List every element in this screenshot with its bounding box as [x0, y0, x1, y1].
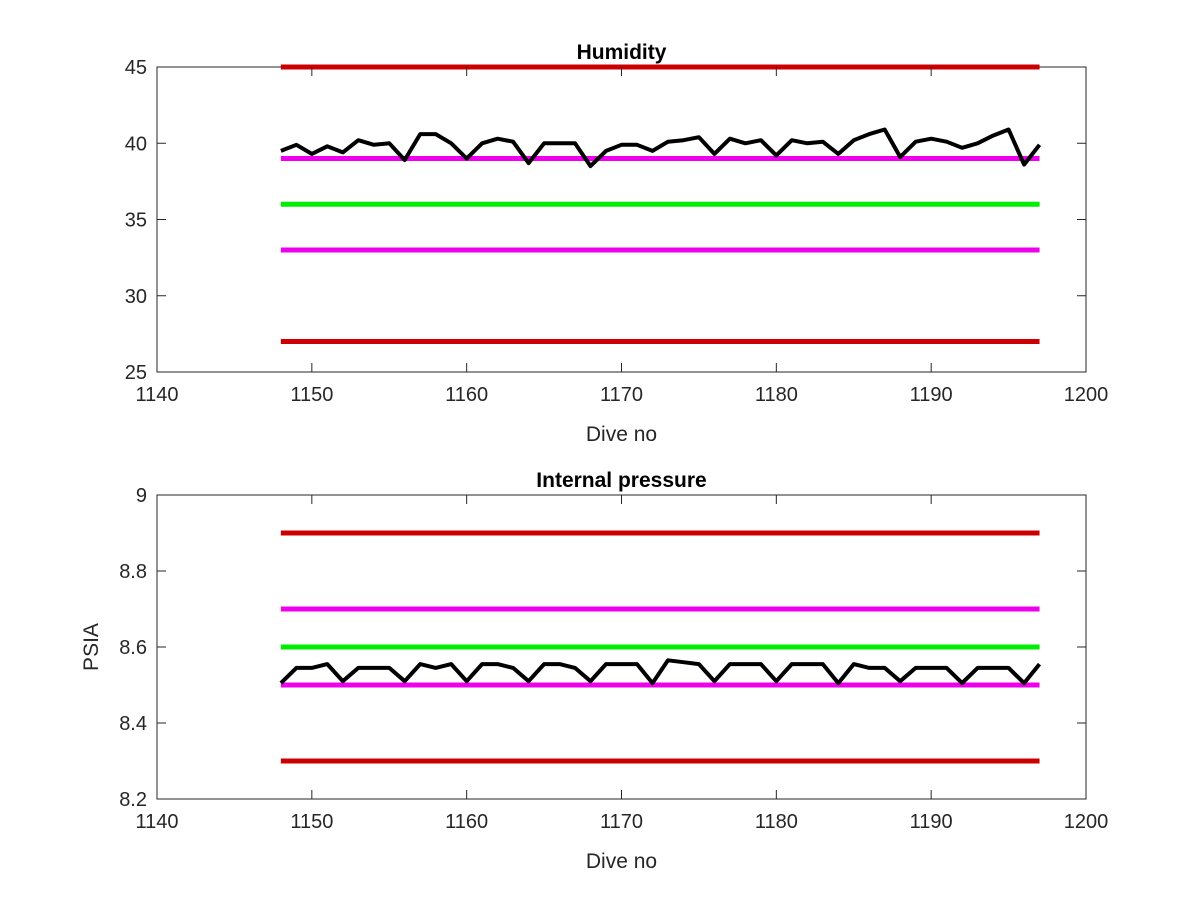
internal-pressure-y-axis-label: PSIA: [80, 623, 103, 671]
humidity-y-tick-label: 45: [125, 57, 147, 79]
humidity-x-tick-label: 1170: [600, 384, 643, 406]
internal-pressure-series: [279, 658, 1042, 686]
internal-pressure-y-ticks: 8.2 8.4 8.6 8.8 9: [119, 485, 1086, 811]
humidity-x-tick-label: 1180: [755, 384, 798, 406]
internal-pressure-x-tick-label: 1190: [910, 811, 953, 833]
internal-pressure-reference-lines: [280, 530, 1040, 764]
humidity-x-tick-label: 1200: [1064, 384, 1109, 406]
humidity-x-tick-label: 1140: [135, 384, 178, 406]
internal-pressure-y-tick-label: 8.6: [119, 637, 147, 659]
internal-pressure-x-tick-label: 1150: [290, 811, 333, 833]
humidity-x-tick-label: 1160: [445, 384, 488, 406]
humidity-y-tick-label: 25: [125, 362, 147, 384]
humidity-subplot: 1140 1150 1160 1170 1180 1190 1200 2530354045 …: [125, 41, 1109, 446]
humidity-x-axis-label: Dive no: [586, 423, 657, 446]
internal-pressure-x-tick-label: 1170: [600, 811, 643, 833]
humidity-y-tick-label: 30: [125, 286, 147, 308]
internal-pressure-x-tick-label: 1180: [755, 811, 798, 833]
internal-pressure-x-tick-label: 1160: [445, 811, 488, 833]
internal-pressure-y-tick-label: 9: [136, 485, 147, 507]
internal-pressure-subplot: 1140 1150 1160 1170 1180 1190 1200 8.28.48.68.…: [80, 469, 1108, 873]
internal-pressure-chart-title: Internal pressure: [536, 469, 706, 492]
internal-pressure-series-line-0: [279, 658, 1042, 686]
humidity-y-tick-label: 40: [125, 133, 147, 155]
humidity-y-ticks: 25 30 35 40 45: [125, 57, 1086, 384]
internal-pressure-y-tick-label: 8.8: [119, 561, 147, 583]
humidity-y-tick-label: 35: [125, 210, 147, 232]
humidity-x-tick-label: 1190: [910, 384, 953, 406]
internal-pressure-y-tick-label: 8.4: [119, 713, 147, 735]
internal-pressure-x-tick-label: 1140: [135, 811, 178, 833]
humidity-series: [280, 127, 1042, 169]
internal-pressure-x-axis-label: Dive no: [586, 850, 657, 873]
internal-pressure-x-tick-label: 1200: [1064, 811, 1109, 833]
humidity-x-tick-label: 1150: [290, 384, 333, 406]
humidity-chart-title: Humidity: [577, 41, 667, 64]
humidity-x-ticks: 1140 1150 1160 1170 1180 1190 1200: [135, 67, 1108, 406]
humidity-series-line-0: [280, 127, 1042, 169]
humidity-plot-frame: [156, 66, 1087, 373]
internal-pressure-x-ticks: 1140 1150 1160 1170 1180 1190 1200: [135, 495, 1108, 833]
internal-pressure-y-tick-label: 8.2: [119, 789, 147, 811]
